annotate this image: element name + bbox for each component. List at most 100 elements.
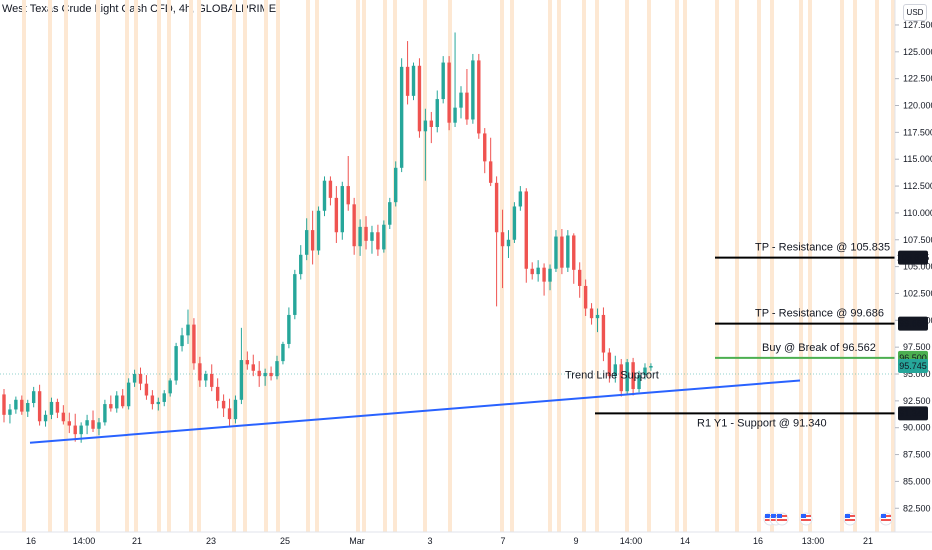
price-tag-bg bbox=[898, 250, 928, 265]
candle bbox=[85, 414, 89, 435]
currency-button[interactable]: USD bbox=[903, 4, 927, 21]
candle bbox=[601, 307, 606, 362]
session-band bbox=[22, 0, 26, 532]
candle-body bbox=[239, 360, 244, 400]
y-tick-label: 125.000 bbox=[903, 47, 932, 57]
candle bbox=[394, 161, 398, 207]
session-band bbox=[96, 0, 100, 532]
x-tick-label: 21 bbox=[132, 536, 142, 546]
candle bbox=[26, 399, 30, 417]
price-tag: 99.686 bbox=[898, 316, 928, 331]
session-band bbox=[197, 0, 201, 532]
candle bbox=[263, 368, 267, 386]
session-band bbox=[683, 0, 687, 532]
session-bands bbox=[22, 0, 895, 532]
y-tick-label: 97.500 bbox=[903, 342, 931, 352]
candle bbox=[287, 307, 291, 349]
candle-body bbox=[43, 414, 48, 422]
y-tick-label: 120.000 bbox=[903, 101, 932, 111]
candle bbox=[204, 370, 208, 387]
flag-canton bbox=[771, 514, 776, 518]
candle-body bbox=[150, 395, 155, 405]
session-band bbox=[189, 0, 193, 532]
session-band bbox=[875, 0, 879, 532]
candle-body bbox=[269, 372, 273, 377]
candle bbox=[103, 399, 107, 426]
candle-body bbox=[619, 364, 623, 392]
candle bbox=[346, 155, 350, 211]
candle bbox=[49, 397, 54, 420]
candle-body bbox=[328, 180, 333, 198]
candle bbox=[97, 418, 101, 436]
candle-body bbox=[577, 269, 582, 286]
candle bbox=[37, 384, 42, 426]
candle-body bbox=[560, 236, 564, 268]
session-band bbox=[582, 0, 586, 532]
candle bbox=[257, 361, 261, 387]
level-label: Buy @ Break of 96.562 bbox=[762, 342, 876, 354]
candle-body bbox=[37, 391, 42, 422]
us-flag-icon[interactable] bbox=[843, 512, 857, 526]
us-flag-icon[interactable] bbox=[879, 512, 893, 526]
candle bbox=[156, 397, 161, 411]
candle bbox=[43, 410, 48, 427]
candle bbox=[619, 358, 623, 397]
session-band bbox=[715, 0, 719, 532]
candle-body bbox=[55, 401, 60, 413]
candle-body bbox=[210, 374, 214, 387]
candle-body bbox=[221, 400, 226, 409]
candle-body bbox=[453, 107, 457, 123]
us-flag-icon[interactable] bbox=[775, 512, 789, 526]
candle bbox=[494, 176, 499, 307]
candle-body bbox=[109, 404, 113, 409]
candle bbox=[435, 90, 439, 133]
flag-canton bbox=[777, 514, 782, 518]
candle-body bbox=[263, 372, 267, 377]
y-tick-label: 117.500 bbox=[903, 127, 932, 137]
us-flag-icon[interactable] bbox=[799, 512, 813, 526]
candle bbox=[2, 389, 6, 423]
x-tick-label: 9 bbox=[573, 536, 578, 546]
candle-body bbox=[494, 182, 499, 233]
candle bbox=[382, 220, 386, 253]
candle-body bbox=[447, 62, 451, 123]
y-tick-label: 82.500 bbox=[903, 503, 931, 513]
candle bbox=[8, 404, 12, 424]
candle bbox=[61, 405, 66, 425]
candle bbox=[411, 62, 416, 101]
candle-body bbox=[186, 324, 190, 336]
candle bbox=[293, 269, 297, 320]
y-tick-label: 102.500 bbox=[903, 288, 932, 298]
candle-body bbox=[500, 232, 505, 247]
candle bbox=[73, 413, 77, 442]
candle-body bbox=[174, 346, 178, 381]
candle-body bbox=[506, 239, 511, 247]
candle bbox=[429, 111, 434, 144]
candle bbox=[239, 327, 244, 405]
price-tag-label: 96.500 bbox=[899, 353, 927, 363]
session-band bbox=[557, 0, 561, 532]
candle bbox=[55, 398, 60, 419]
session-band bbox=[393, 0, 397, 532]
trend-line[interactable] bbox=[29, 379, 801, 444]
session-band bbox=[167, 0, 171, 532]
candle bbox=[500, 209, 505, 289]
candle-body bbox=[530, 268, 534, 275]
candle-body bbox=[376, 232, 380, 250]
candle bbox=[530, 262, 534, 280]
candle bbox=[548, 264, 552, 291]
price-tag-bg bbox=[898, 316, 928, 331]
candle-body bbox=[554, 236, 558, 269]
x-tick-label: 13:00 bbox=[802, 536, 825, 546]
session-band bbox=[64, 0, 68, 532]
candle bbox=[607, 348, 612, 383]
candle-body bbox=[168, 380, 172, 394]
candle-body bbox=[162, 393, 166, 402]
candle-body bbox=[536, 267, 540, 275]
candle-body bbox=[144, 383, 149, 396]
candle bbox=[589, 303, 594, 325]
candle-body bbox=[299, 254, 303, 275]
candle bbox=[121, 389, 125, 409]
candle-body bbox=[483, 133, 487, 162]
